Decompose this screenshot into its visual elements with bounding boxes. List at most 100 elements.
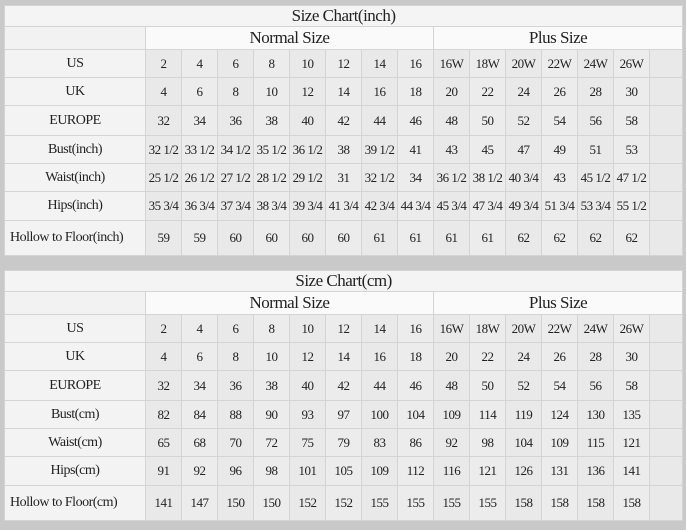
size-cell: 62 <box>541 220 578 256</box>
size-chart-cm: Size Chart(cm) Normal Size Plus Size US 2 4 6 8… <box>3 270 684 521</box>
size-cell: 12 <box>289 342 326 371</box>
size-cell: 2 <box>145 314 182 343</box>
size-cell: 33 1/2 <box>181 135 218 164</box>
size-cell: 86 <box>397 428 434 457</box>
size-cell: 26W <box>613 314 650 343</box>
size-cell: 38 <box>253 105 290 136</box>
size-cell: 16 <box>397 49 434 78</box>
size-cell: 16W <box>433 314 470 343</box>
size-cell: 36 <box>217 105 254 136</box>
size-cell: 20W <box>505 49 542 78</box>
size-cell: 30 <box>613 77 650 106</box>
size-cell: 54 <box>541 370 578 401</box>
size-cell: 27 1/2 <box>217 163 254 192</box>
size-cell: 101 <box>289 456 326 486</box>
normal-size-header: Normal Size <box>145 26 434 50</box>
size-cell: 68 <box>181 428 218 457</box>
size-cell: 50 <box>469 105 506 136</box>
size-cell: 141 <box>613 456 650 486</box>
size-cell: 61 <box>397 220 434 256</box>
size-cell: 83 <box>361 428 398 457</box>
size-cell: 4 <box>181 49 218 78</box>
table-row: Hips(inch) 35 3/4 36 3/4 37 3/4 38 3/4 39 3/4… <box>4 191 684 221</box>
size-cell: 150 <box>253 485 290 521</box>
size-cell: 109 <box>433 400 470 429</box>
size-cell: 32 <box>145 105 182 136</box>
size-cell: 136 <box>577 456 614 486</box>
size-cell: 39 1/2 <box>361 135 398 164</box>
size-cell: 51 3/4 <box>541 191 578 221</box>
size-cell: 40 3/4 <box>505 163 542 192</box>
size-cell: 25 1/2 <box>145 163 182 192</box>
size-cell: 34 1/2 <box>217 135 254 164</box>
size-cell: 22 <box>469 342 506 371</box>
size-cell: 44 <box>361 105 398 136</box>
size-cell: 115 <box>577 428 614 457</box>
size-cell: 4 <box>181 314 218 343</box>
table-row: Hollow to Floor(cm) 141 147 150 150 152 152 155… <box>4 485 684 521</box>
size-table: Size Chart(cm) Normal Size Plus Size US 2 4 6 8… <box>3 270 684 521</box>
size-cell: 36 <box>217 370 254 401</box>
size-cell: 18W <box>469 49 506 78</box>
size-cell: 38 3/4 <box>253 191 290 221</box>
size-cell: 130 <box>577 400 614 429</box>
size-cell: 22 <box>469 77 506 106</box>
table-row: Bust(cm) 82 84 88 90 93 97 100 104 109 114 119 124 13… <box>4 400 684 429</box>
size-cell: 38 <box>325 135 362 164</box>
size-cell: 32 <box>145 370 182 401</box>
size-cell: 62 <box>577 220 614 256</box>
empty-cell <box>648 135 684 164</box>
size-cell: 46 <box>397 370 434 401</box>
size-cell: 158 <box>577 485 614 521</box>
size-cell: 100 <box>361 400 398 429</box>
size-cell: 141 <box>145 485 182 521</box>
size-cell: 121 <box>469 456 506 486</box>
size-cell: 72 <box>253 428 290 457</box>
row-label: Hips(inch) <box>4 191 146 221</box>
size-cell: 47 1/2 <box>613 163 650 192</box>
size-cell: 56 <box>577 370 614 401</box>
size-cell: 43 <box>541 163 578 192</box>
size-cell: 29 1/2 <box>289 163 326 192</box>
size-cell: 60 <box>217 220 254 256</box>
plus-size-header: Plus Size <box>432 291 684 315</box>
size-cell: 58 <box>613 370 650 401</box>
empty-cell <box>648 220 684 256</box>
size-cell: 41 3/4 <box>325 191 362 221</box>
size-cell: 44 <box>361 370 398 401</box>
size-cell: 38 1/2 <box>469 163 506 192</box>
size-cell: 24 <box>505 342 542 371</box>
size-cell: 36 1/2 <box>433 163 470 192</box>
size-cell: 10 <box>289 49 326 78</box>
size-cell: 135 <box>613 400 650 429</box>
empty-cell <box>648 49 684 78</box>
blank-header-cell <box>4 291 146 315</box>
table-row: Hollow to Floor(inch) 59 59 60 60 60 60 61 61 61 6… <box>4 220 684 256</box>
size-cell: 61 <box>469 220 506 256</box>
size-cell: 126 <box>505 456 542 486</box>
group-header-row: Normal Size Plus Size <box>4 26 684 50</box>
size-cell: 158 <box>541 485 578 521</box>
blank-header-cell <box>4 26 146 50</box>
size-cell: 55 1/2 <box>613 191 650 221</box>
size-cell: 104 <box>397 400 434 429</box>
size-cell: 32 1/2 <box>361 163 398 192</box>
size-cell: 26W <box>613 49 650 78</box>
size-cell: 49 <box>541 135 578 164</box>
size-cell: 45 3/4 <box>433 191 470 221</box>
size-cell: 14 <box>361 314 398 343</box>
group-header-row: Normal Size Plus Size <box>4 291 684 315</box>
empty-cell <box>648 163 684 192</box>
title-row: Size Chart(inch) <box>3 5 684 27</box>
size-cell: 28 <box>577 342 614 371</box>
size-cell: 12 <box>289 77 326 106</box>
size-table: Size Chart(inch) Normal Size Plus Size US 2 4… <box>3 5 684 256</box>
size-cell: 28 1/2 <box>253 163 290 192</box>
size-cell: 97 <box>325 400 362 429</box>
size-cell: 82 <box>145 400 182 429</box>
size-cell: 16 <box>361 77 398 106</box>
empty-cell <box>648 485 684 521</box>
size-cell: 98 <box>469 428 506 457</box>
size-cell: 43 <box>433 135 470 164</box>
size-cell: 49 3/4 <box>505 191 542 221</box>
